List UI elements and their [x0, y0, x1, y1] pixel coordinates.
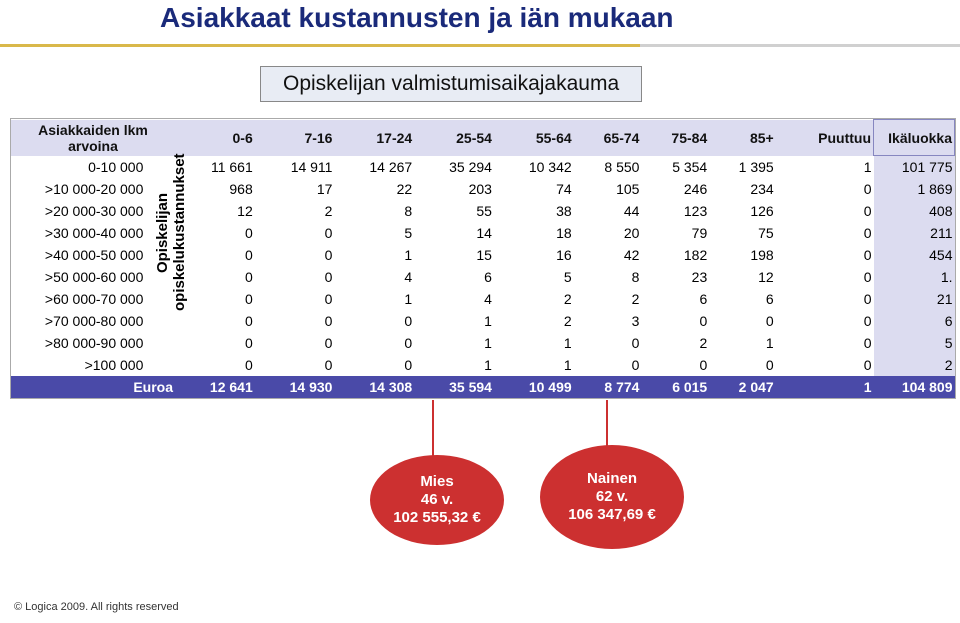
table-row: 0-10 000 Opiskelijanopiskelukustannukset… [11, 156, 955, 179]
b2-l1: Nainen [587, 470, 637, 488]
divider [0, 44, 960, 47]
col-0: 0-6 [175, 120, 255, 156]
col-ikaluokka: Ikäluokka [874, 120, 955, 156]
row-label: 0-10 000 [11, 156, 145, 179]
connector-line [432, 400, 434, 458]
side-label-cell: Opiskelijanopiskelukustannukset [145, 156, 175, 377]
side-l2: opiskelukustannukset [171, 153, 188, 311]
page-title: Asiakkaat kustannusten ja iän mukaan [160, 2, 674, 34]
col-7: 85+ [709, 120, 775, 156]
b2-l2: 62 v. [596, 488, 628, 506]
subtitle-box: Opiskelijan valmistumisaikajakauma [260, 66, 642, 102]
data-table: Asiakkaiden lkm arvoina 0-6 7-16 17-24 2… [10, 118, 956, 399]
col-1: 7-16 [255, 120, 335, 156]
side-l1: Opiskelijan [154, 192, 171, 272]
b2-l3: 106 347,69 € [568, 506, 656, 524]
total-label: Euroa [11, 376, 175, 398]
col-3: 25-54 [414, 120, 494, 156]
table-header: Asiakkaiden lkm arvoina 0-6 7-16 17-24 2… [11, 120, 955, 156]
b1-l3: 102 555,32 € [393, 509, 481, 527]
total-row: Euroa 12 64114 93014 30835 59410 4998 77… [11, 376, 955, 398]
connector-line [606, 400, 608, 448]
b1-l2: 46 v. [421, 491, 453, 509]
b1-l1: Mies [420, 473, 453, 491]
col-6: 75-84 [641, 120, 709, 156]
header-group: Asiakkaiden lkm arvoina [11, 120, 175, 156]
callout-mies: Mies 46 v. 102 555,32 € [370, 455, 504, 545]
col-4: 55-64 [494, 120, 574, 156]
col-2: 17-24 [334, 120, 414, 156]
col-5: 65-74 [574, 120, 642, 156]
callout-nainen: Nainen 62 v. 106 347,69 € [540, 445, 684, 549]
col-8: Puuttuu [776, 120, 874, 156]
footer-copyright: © Logica 2009. All rights reserved [14, 601, 179, 613]
